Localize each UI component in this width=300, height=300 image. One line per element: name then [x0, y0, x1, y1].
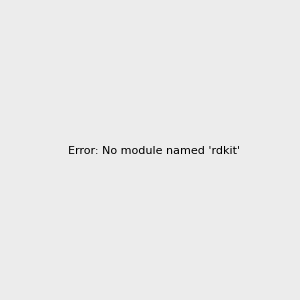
Text: Error: No module named 'rdkit': Error: No module named 'rdkit' — [68, 146, 240, 157]
